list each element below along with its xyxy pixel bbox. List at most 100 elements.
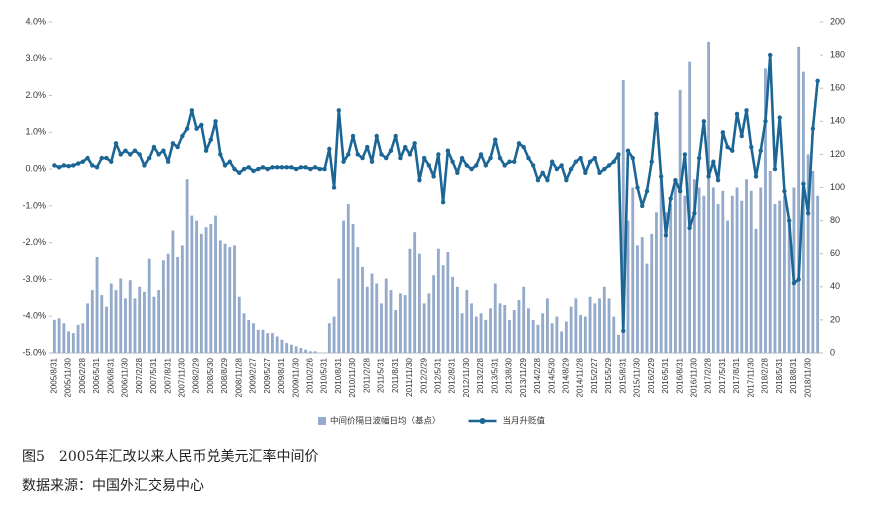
bar	[308, 351, 312, 353]
bar	[261, 329, 265, 353]
line-point	[407, 152, 413, 157]
bar	[119, 278, 123, 353]
line-point	[118, 152, 123, 157]
bar	[683, 195, 687, 353]
legend-swatch	[479, 418, 486, 424]
line-point	[203, 148, 209, 153]
bar	[422, 303, 426, 353]
line-point	[602, 166, 607, 172]
bar	[195, 220, 199, 353]
line-point	[706, 174, 711, 179]
x-tick-label: 2011/5/31	[377, 357, 386, 393]
bar	[289, 344, 293, 353]
bar	[441, 265, 445, 353]
line-point	[85, 155, 90, 161]
line-point	[578, 155, 583, 161]
x-tick-label: 2012/11/30	[462, 357, 471, 397]
bar	[697, 187, 701, 353]
bar	[223, 243, 227, 353]
bar	[503, 305, 507, 353]
y2-tick-label: 60	[830, 248, 840, 258]
line-point	[649, 159, 654, 164]
bar	[664, 212, 668, 353]
x-tick-label: 2014/2/28	[533, 357, 542, 393]
x-tick-label: 2007/11/30	[177, 357, 186, 397]
line-point	[483, 163, 488, 168]
bar	[707, 41, 711, 354]
bar	[631, 187, 635, 353]
bar	[76, 324, 80, 353]
x-tick-label: 2010/5/31	[320, 357, 329, 393]
bar	[508, 319, 511, 353]
line-point	[497, 155, 503, 161]
x-tick-label: 2006/8/31	[106, 357, 115, 393]
bar	[147, 258, 151, 353]
line-point	[189, 108, 195, 113]
line-point	[151, 144, 157, 150]
line-point	[663, 233, 669, 238]
x-tick-label: 2017/5/31	[718, 357, 727, 393]
line-point	[180, 133, 185, 139]
line-point	[75, 161, 81, 166]
bar	[621, 79, 625, 354]
line-point	[374, 133, 379, 139]
line-point	[512, 159, 517, 164]
bar	[152, 296, 156, 353]
y-tick-label: 0.0%	[25, 163, 46, 173]
x-tick-label: 2017/11/30	[746, 357, 755, 397]
bar	[252, 323, 255, 353]
line-point	[346, 152, 351, 157]
bar	[275, 336, 279, 353]
line-point	[365, 144, 370, 150]
line-point	[621, 328, 626, 334]
line-point	[246, 165, 251, 170]
line-point	[398, 155, 403, 161]
bar	[375, 283, 379, 353]
bar	[764, 68, 767, 353]
bar	[128, 280, 132, 353]
line-point	[379, 152, 384, 157]
bar	[86, 303, 89, 353]
bar	[124, 298, 127, 353]
x-tick-label: 2006/2/28	[78, 357, 87, 393]
line-point	[635, 185, 640, 190]
line-point	[52, 163, 57, 168]
line-point	[402, 144, 408, 150]
line-point	[260, 165, 266, 170]
bar	[806, 154, 810, 353]
bar	[380, 303, 383, 353]
line-point	[208, 137, 214, 142]
line-point	[426, 163, 432, 168]
line-point	[682, 152, 688, 157]
x-tick-label: 2014/5/30	[547, 357, 556, 393]
bar	[460, 313, 464, 353]
bar	[451, 276, 455, 353]
bar	[711, 187, 715, 353]
x-tick-label: 2008/11/28	[234, 357, 243, 397]
bar	[209, 223, 213, 353]
bar	[62, 323, 66, 353]
bar	[721, 190, 725, 353]
bar	[436, 248, 440, 353]
bar	[702, 195, 706, 353]
line-point	[711, 159, 716, 164]
line-point	[445, 148, 451, 153]
bar	[598, 298, 601, 353]
line-point	[805, 211, 811, 216]
line-point	[393, 133, 398, 139]
bar	[735, 187, 739, 353]
bar	[299, 348, 303, 353]
bar	[773, 204, 777, 353]
bar	[446, 252, 450, 353]
line-point	[654, 111, 659, 117]
bar	[138, 286, 142, 353]
x-tick-label: 2018/8/31	[789, 357, 798, 393]
x-tick-label: 2009/11/30	[291, 357, 300, 397]
line-point	[455, 170, 460, 175]
x-tick-label: 2010/11/30	[348, 357, 357, 397]
line-point	[270, 165, 275, 170]
bar	[413, 232, 417, 353]
bar	[95, 257, 99, 353]
bar	[607, 298, 611, 353]
x-tick-label: 2012/8/31	[448, 357, 457, 393]
